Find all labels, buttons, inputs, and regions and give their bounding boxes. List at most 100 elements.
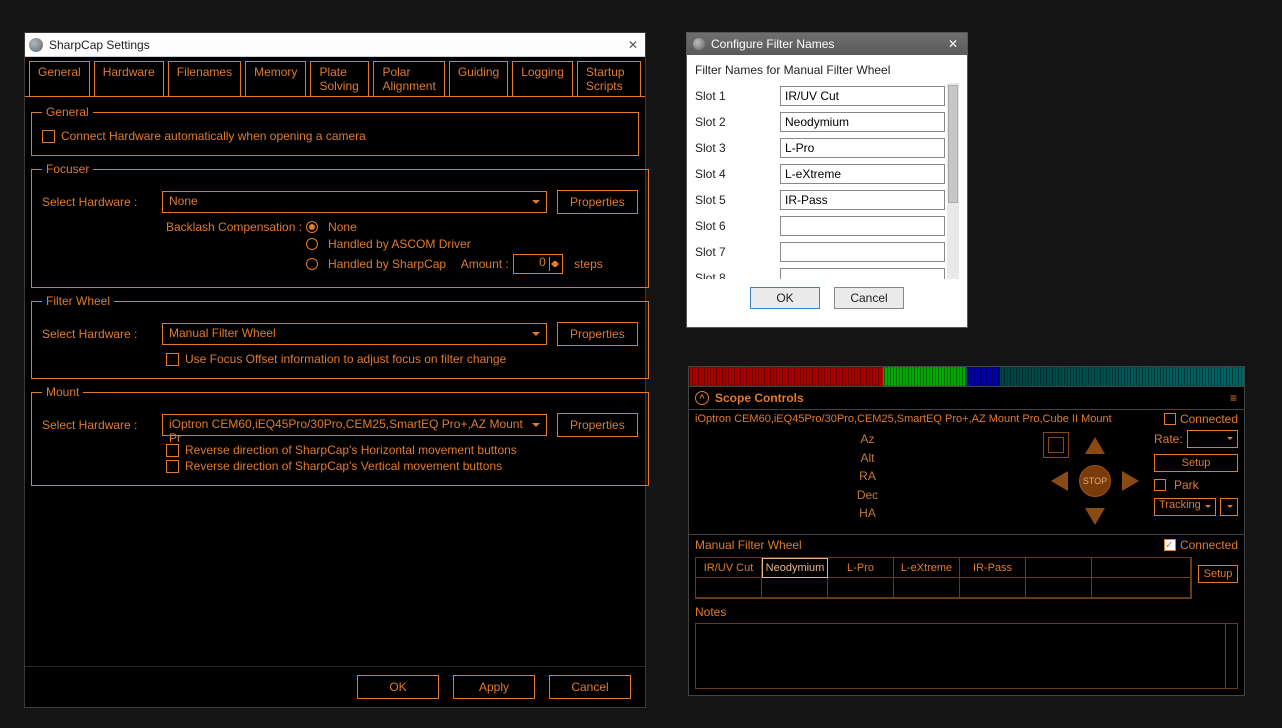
coordinate-readout: Az Alt RA Dec HA (695, 430, 1040, 532)
settings-tabs: General Hardware Filenames Memory Plate … (25, 57, 645, 97)
sharpcap-settings-window: SharpCap Settings ✕ General Hardware Fil… (24, 32, 646, 708)
filter-cell-2[interactable]: Neodymium (762, 558, 828, 578)
slot-1-input[interactable] (780, 86, 945, 106)
mount-properties-button[interactable]: Properties (557, 413, 638, 437)
group-general: General Connect Hardware automatically w… (31, 105, 639, 156)
mount-rev-h-checkbox[interactable] (166, 444, 179, 457)
notes-textarea[interactable] (695, 623, 1238, 689)
tab-hardware[interactable]: Hardware (94, 61, 164, 97)
tab-memory[interactable]: Memory (245, 61, 306, 97)
settings-tabbody: General Connect Hardware automatically w… (25, 96, 645, 666)
configure-cancel-button[interactable]: Cancel (834, 287, 904, 309)
backlash-radio-ascom[interactable] (306, 238, 318, 250)
slot-2-input[interactable] (780, 112, 945, 132)
focuser-hw-select[interactable]: None (162, 191, 547, 213)
group-focuser: Focuser Select Hardware : None Propertie… (31, 162, 649, 288)
spiral-icon[interactable] (1043, 432, 1069, 458)
fw-connected-checkbox[interactable] (1164, 539, 1176, 551)
apply-button[interactable]: Apply (453, 675, 535, 699)
filter-cell-1[interactable]: IR/UV Cut (696, 558, 762, 578)
notes-scrollbar[interactable] (1225, 624, 1237, 688)
filter-cell-3[interactable]: L-Pro (828, 558, 894, 578)
move-left-button[interactable] (1044, 465, 1076, 497)
tab-guiding[interactable]: Guiding (449, 61, 508, 97)
settings-title: SharpCap Settings (49, 38, 625, 52)
scope-mount-name: iOptron CEM60,iEQ45Pro/30Pro,CEM25,Smart… (695, 413, 1164, 425)
slot-list: Slot 1 Slot 2 Slot 3 Slot 4 Slot 5 Slot … (695, 83, 959, 279)
fw-panel-title: Manual Filter Wheel (695, 538, 1164, 552)
filter-cell-7[interactable] (1092, 558, 1191, 578)
backlash-label: Backlash Compensation : (166, 220, 302, 234)
fw-offset-checkbox[interactable] (166, 353, 179, 366)
move-right-button[interactable] (1114, 465, 1146, 497)
scope-controls-panel: ^ Scope Controls ≡ iOptron CEM60,iEQ45Pr… (688, 366, 1245, 696)
park-checkbox[interactable] (1154, 479, 1166, 491)
mount-hw-select[interactable]: iOptron CEM60,iEQ45Pro/30Pro,CEM25,Smart… (162, 414, 547, 436)
mount-connected-checkbox[interactable] (1164, 413, 1176, 425)
tab-general[interactable]: General (29, 61, 90, 97)
slot-scrollbar[interactable] (947, 83, 959, 279)
notes-label: Notes (689, 603, 1244, 621)
scope-controls-header: ^ Scope Controls ≡ (689, 387, 1244, 410)
filter-grid: IR/UV Cut Neodymium L-Pro L-eXtreme IR-P… (695, 557, 1192, 599)
cancel-button[interactable]: Cancel (549, 675, 631, 699)
tab-logging[interactable]: Logging (512, 61, 573, 97)
ok-button[interactable]: OK (357, 675, 439, 699)
tab-plate-solving[interactable]: Plate Solving (310, 61, 369, 97)
backlash-radio-none[interactable] (306, 221, 318, 233)
tracking-rate-select[interactable] (1220, 498, 1238, 516)
fw-properties-button[interactable]: Properties (557, 322, 638, 346)
direction-pad: STOP (1040, 430, 1150, 532)
tab-polar-alignment[interactable]: Polar Alignment (373, 61, 444, 97)
filter-cell-5[interactable]: IR-Pass (960, 558, 1026, 578)
collapse-icon[interactable]: ^ (695, 391, 709, 405)
settings-titlebar[interactable]: SharpCap Settings ✕ (25, 33, 645, 57)
fw-hw-select[interactable]: Manual Filter Wheel (162, 323, 547, 345)
configure-heading: Filter Names for Manual Filter Wheel (695, 63, 959, 77)
slot-3-input[interactable] (780, 138, 945, 158)
auto-connect-checkbox[interactable] (42, 130, 55, 143)
fw-hw-label: Select Hardware : (42, 327, 152, 341)
slot-5-input[interactable] (780, 190, 945, 210)
group-focuser-legend: Focuser (42, 162, 93, 176)
tracking-select[interactable]: Tracking (1154, 498, 1216, 516)
filter-cell-4[interactable]: L-eXtreme (894, 558, 960, 578)
configure-titlebar[interactable]: Configure Filter Names ✕ (687, 33, 967, 55)
app-icon (29, 38, 43, 52)
filter-cell-6[interactable] (1026, 558, 1092, 578)
group-mount: Mount Select Hardware : iOptron CEM60,iE… (31, 385, 649, 486)
stop-button[interactable]: STOP (1079, 465, 1111, 497)
fw-offset-label: Use Focus Offset information to adjust f… (185, 352, 506, 366)
configure-title: Configure Filter Names (711, 37, 945, 51)
move-down-button[interactable] (1079, 500, 1111, 532)
settings-button-bar: OK Apply Cancel (25, 666, 645, 707)
auto-connect-label: Connect Hardware automatically when open… (61, 129, 366, 143)
tab-startup-scripts[interactable]: Startup Scripts (577, 61, 641, 97)
backlash-amount-input[interactable]: 0 (513, 254, 563, 274)
close-icon[interactable]: ✕ (625, 38, 641, 52)
configure-ok-button[interactable]: OK (750, 287, 820, 309)
focuser-hw-label: Select Hardware : (42, 195, 152, 209)
group-fw-legend: Filter Wheel (42, 294, 114, 308)
slot-4-input[interactable] (780, 164, 945, 184)
backlash-radio-sharpcap[interactable] (306, 258, 318, 270)
slot-8-input[interactable] (780, 268, 945, 279)
slot-7-input[interactable] (780, 242, 945, 262)
configure-filter-names-window: Configure Filter Names ✕ Filter Names fo… (686, 32, 968, 328)
fw-setup-button[interactable]: Setup (1198, 565, 1238, 583)
rate-select[interactable] (1187, 430, 1238, 448)
mount-hw-label: Select Hardware : (42, 418, 152, 432)
app-icon (693, 38, 705, 50)
tab-filenames[interactable]: Filenames (168, 61, 241, 97)
group-filter-wheel: Filter Wheel Select Hardware : Manual Fi… (31, 294, 649, 379)
close-icon[interactable]: ✕ (945, 37, 961, 51)
group-general-legend: General (42, 105, 93, 119)
hamburger-icon[interactable]: ≡ (1230, 391, 1238, 405)
focuser-properties-button[interactable]: Properties (557, 190, 638, 214)
mount-rev-v-checkbox[interactable] (166, 460, 179, 473)
histogram-strip (689, 367, 1244, 387)
move-up-button[interactable] (1079, 430, 1111, 462)
scope-setup-button[interactable]: Setup (1154, 454, 1238, 472)
slot-6-input[interactable] (780, 216, 945, 236)
group-mount-legend: Mount (42, 385, 83, 399)
